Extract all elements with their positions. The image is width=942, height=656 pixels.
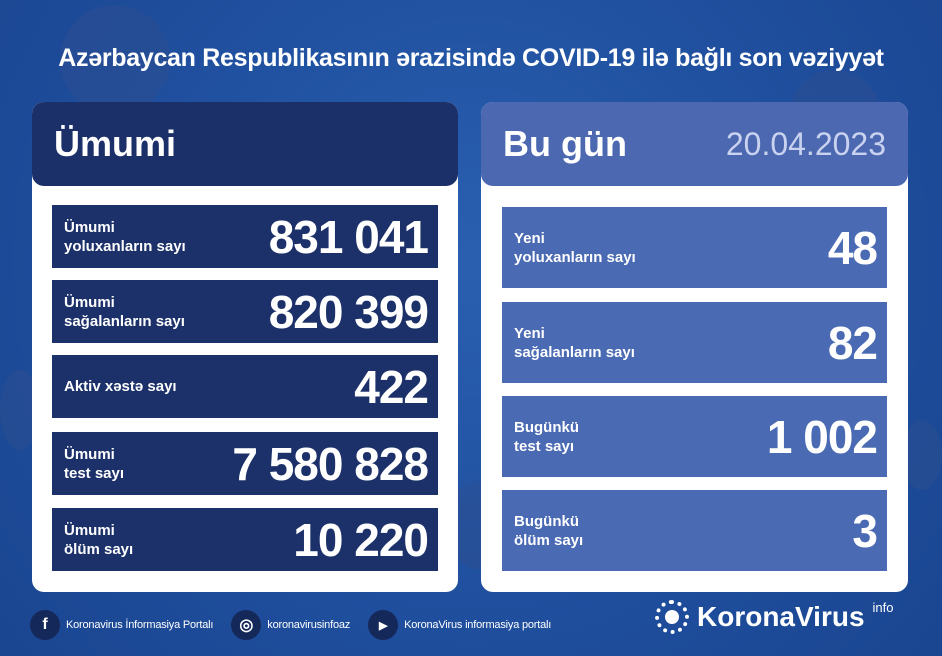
youtube-icon[interactable]: ▶ bbox=[368, 610, 399, 640]
instagram-link[interactable]: koronavirusinfoaz bbox=[267, 619, 351, 631]
stat-value: 3 bbox=[852, 504, 878, 557]
stat-row: Ümumi test sayı 7 580 828 bbox=[52, 432, 438, 495]
total-heading: Ümumi bbox=[54, 123, 177, 164]
stat-value: 831 041 bbox=[268, 210, 429, 263]
stat-row: Yeni sağalanların sayı 82 bbox=[502, 302, 887, 383]
logo-name: KoronaVirus bbox=[697, 601, 865, 632]
stat-label: Yeni sağalanların sayı bbox=[514, 324, 635, 361]
stat-value: 820 399 bbox=[268, 285, 429, 338]
stat-row: Bugünkü ölüm sayı 3 bbox=[502, 490, 887, 571]
virus-decoration-icon bbox=[60, 5, 170, 115]
stat-value: 1 002 bbox=[766, 410, 878, 463]
total-header: Ümumi bbox=[32, 102, 458, 186]
stat-label: Ümumi yoluxanların sayı bbox=[64, 218, 186, 255]
total-panel: Ümumi Ümumi yoluxanların sayı 831 041 Ümu… bbox=[32, 102, 458, 592]
stat-label: Ümumi test sayı bbox=[64, 445, 125, 482]
stat-label: Ümumi ölüm sayı bbox=[64, 521, 134, 558]
youtube-link[interactable]: KoronaVirus informasiya portalı bbox=[404, 619, 552, 631]
facebook-icon[interactable]: f bbox=[30, 610, 60, 640]
stat-value: 422 bbox=[354, 360, 429, 413]
today-panel: Bu gün 20.04.2023 Yeni yoluxanların sayı… bbox=[481, 102, 908, 592]
instagram-icon[interactable]: ◎ bbox=[231, 610, 262, 640]
today-header: Bu gün 20.04.2023 bbox=[481, 102, 908, 186]
virus-decoration-icon bbox=[902, 420, 942, 490]
stat-row: Ümumi yoluxanların sayı 831 041 bbox=[52, 205, 438, 268]
stat-row: Ümumi sağalanların sayı 820 399 bbox=[52, 280, 438, 343]
stat-row: Bugünkü test sayı 1 002 bbox=[502, 396, 887, 477]
stat-value: 10 220 bbox=[293, 513, 429, 566]
date: 20.04.2023 bbox=[725, 125, 886, 162]
stat-row: Ümumi ölüm sayı 10 220 bbox=[52, 508, 438, 571]
stat-value: 48 bbox=[827, 221, 878, 274]
facebook-link[interactable]: Koronavirus İnformasiya Portalı bbox=[66, 619, 214, 631]
stat-value: 7 580 828 bbox=[232, 437, 429, 490]
koronavirus-logo: KoronaVirus info bbox=[655, 600, 894, 634]
logo-sup: info bbox=[872, 600, 894, 615]
stat-label: Aktiv xəstə sayı bbox=[64, 378, 177, 395]
social-links: f Koronavirus İnformasiya Portalı ◎ koro… bbox=[30, 608, 645, 642]
stat-label: Bugünkü ölüm sayı bbox=[514, 512, 584, 549]
stat-label: Yeni yoluxanların sayı bbox=[514, 229, 636, 266]
stat-label: Bugünkü test sayı bbox=[514, 418, 579, 455]
stat-value: 82 bbox=[827, 316, 878, 369]
stat-label: Ümumi sağalanların sayı bbox=[64, 293, 185, 330]
sun-virus-icon bbox=[655, 600, 689, 634]
page-title: Azərbaycan Respublikasının ərazisində CO… bbox=[58, 44, 884, 72]
today-heading: Bu gün bbox=[503, 123, 627, 164]
stat-row: Yeni yoluxanların sayı 48 bbox=[502, 207, 887, 288]
stat-row: Aktiv xəstə sayı 422 bbox=[52, 355, 438, 418]
